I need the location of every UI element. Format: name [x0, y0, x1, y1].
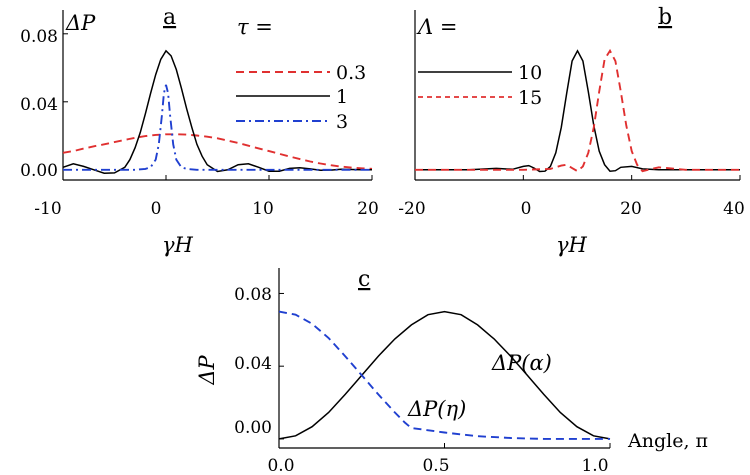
panel-b-ticks — [414, 175, 741, 180]
panel-a-legend-label-3: 3 — [336, 111, 348, 133]
panel-a-axes — [62, 10, 372, 181]
panel-c-axes — [278, 268, 610, 449]
panel-c-ytick-0.08: 0.08 — [234, 285, 272, 305]
panel-b-legend-title: Λ = — [416, 15, 457, 39]
panel-b-legend-label-10: 10 — [518, 62, 542, 84]
panel-c-letter: c — [358, 267, 370, 292]
panel-c-xtick-0.5: 0.5 — [422, 456, 449, 475]
panel-a-xtick--10: -10 — [34, 199, 61, 219]
panel-b: -20 0 20 40 γH b Λ = 10 15 — [398, 5, 745, 257]
panel-b-xlabel: γH — [556, 233, 588, 257]
panel-c: 0.08 0.04 0.00 0.0 0.5 1.0 ΔP Angle, π c… — [195, 267, 708, 475]
panel-b-letter: b — [658, 5, 672, 30]
panel-a-ytick-0.08: 0.08 — [20, 27, 58, 47]
panel-b-xtick-0: 0 — [521, 199, 532, 219]
panel-c-xtick-0.0: 0.0 — [267, 456, 294, 475]
panel-c-series-line — [278, 310, 610, 440]
panel-a: 0.08 0.04 0.00 -10 0 10 20 ΔP γH a τ = 0… — [20, 5, 379, 257]
panel-a-xtick-20: 20 — [357, 199, 379, 219]
panel-a-series — [62, 49, 373, 174]
panel-c-ytick-0.00: 0.00 — [234, 418, 272, 438]
panel-a-xtick-10: 10 — [252, 199, 274, 219]
panel-a-legend-label-1: 1 — [336, 86, 348, 108]
panel-b-xtick-40: 40 — [723, 199, 745, 219]
panel-b-series-line — [415, 48, 740, 173]
panel-c-ylabel: ΔP — [195, 354, 219, 385]
panel-b-legend-label-15: 15 — [518, 87, 542, 109]
panel-a-xtick-0: 0 — [151, 199, 162, 219]
panel-b-series-line — [415, 49, 740, 173]
panel-a-letter: a — [163, 5, 176, 30]
panel-a-series-line — [62, 133, 373, 170]
panel-a-ytick-0.00: 0.00 — [20, 161, 58, 181]
panel-c-series — [278, 310, 611, 440]
panel-a-legend-label-0.3: 0.3 — [336, 62, 366, 84]
panel-c-ytick-0.04: 0.04 — [234, 354, 272, 374]
panel-b-xtick-20: 20 — [620, 199, 642, 219]
panel-a-series-line — [62, 49, 372, 174]
panel-a-ylabel: ΔP — [65, 11, 96, 35]
panel-c-annotation-alpha: ΔP(α) — [491, 351, 552, 375]
panel-b-axes — [414, 10, 740, 181]
panel-a-xlabel: γH — [162, 233, 194, 257]
panel-b-xtick--20: -20 — [398, 199, 425, 219]
panel-a-ytick-0.04: 0.04 — [20, 95, 58, 115]
panel-c-xtick-1.0: 1.0 — [581, 456, 608, 475]
panel-c-xlabel: Angle, π — [627, 430, 708, 452]
panel-c-ticks — [278, 292, 611, 448]
panel-c-series-line — [278, 310, 611, 440]
panel-b-series — [415, 48, 740, 173]
panel-c-annotation-eta: ΔP(η) — [407, 397, 466, 421]
panel-a-ticks — [62, 33, 373, 180]
panel-a-series-line — [63, 84, 372, 171]
panel-a-legend-title: τ = — [237, 15, 273, 39]
